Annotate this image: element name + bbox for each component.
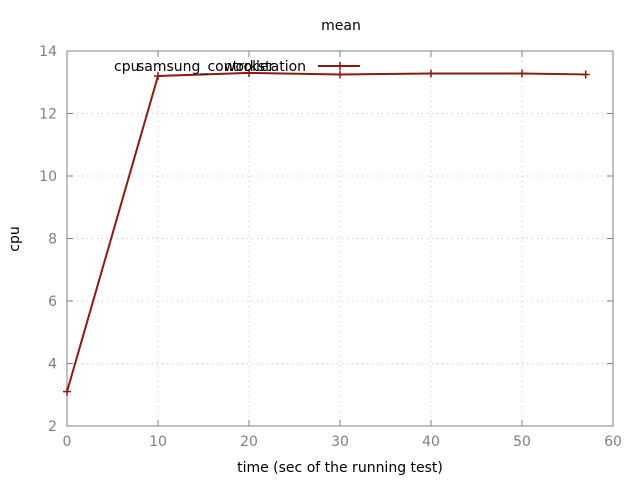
legend: cpu samsung_controller workstation — [114, 59, 360, 75]
y-axis-label: cpu — [7, 226, 23, 251]
data-point-marker — [63, 387, 71, 396]
x-tick-label: 40 — [422, 434, 440, 450]
legend-overlay-workstation: workstation — [224, 59, 306, 75]
data-point-marker — [154, 72, 162, 80]
data-point-marker — [581, 70, 590, 79]
y-tick-label: 14 — [39, 44, 57, 60]
y-axis-ticks: 2 4 6 8 10 12 14 — [39, 44, 613, 435]
series-layer — [63, 68, 590, 396]
x-tick-label: 50 — [513, 434, 531, 450]
data-point-marker — [518, 69, 526, 78]
y-tick-label: 8 — [48, 232, 57, 248]
grid — [67, 51, 613, 426]
legend-marker — [336, 62, 344, 70]
y-tick-label: 4 — [48, 357, 57, 373]
legend-label: cpu — [114, 59, 139, 75]
data-point-marker — [245, 68, 253, 77]
x-axis-label: time (sec of the running test) — [237, 460, 443, 476]
x-tick-label: 10 — [149, 434, 167, 450]
data-point-marker — [427, 69, 435, 78]
y-tick-label: 6 — [48, 294, 57, 310]
x-tick-label: 30 — [331, 434, 349, 450]
chart-title: mean — [321, 18, 361, 34]
x-tick-label: 20 — [240, 434, 258, 450]
series-line — [66, 71, 586, 392]
data-point-marker — [336, 70, 344, 79]
y-tick-label: 2 — [48, 419, 57, 435]
x-axis-ticks: 0 10 20 30 40 50 60 — [63, 51, 622, 450]
x-tick-label: 0 — [63, 434, 72, 450]
y-tick-label: 12 — [39, 107, 57, 123]
legend-overlay-samsung-controller: samsung_controller — [137, 59, 274, 75]
x-tick-label: 60 — [604, 434, 622, 450]
y-tick-label: 10 — [39, 169, 57, 185]
